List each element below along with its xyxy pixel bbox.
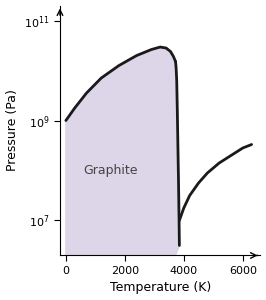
X-axis label: Temperature (K): Temperature (K) <box>110 281 211 294</box>
Text: Graphite: Graphite <box>83 164 137 177</box>
Y-axis label: Pressure (Pa): Pressure (Pa) <box>6 90 19 172</box>
Polygon shape <box>66 47 179 256</box>
